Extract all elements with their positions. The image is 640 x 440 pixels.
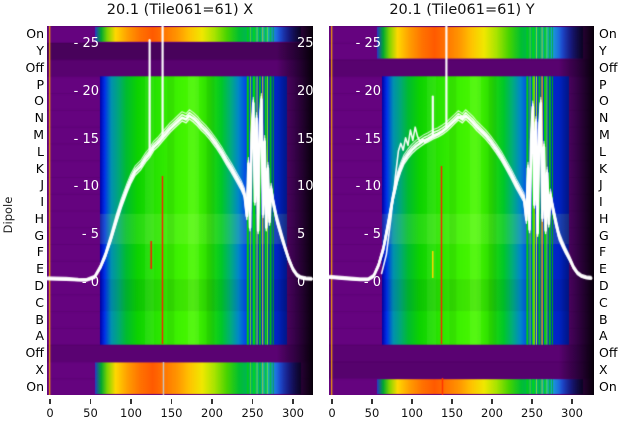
row-label-g-12: G	[599, 227, 609, 243]
x-tick-label-150: 150	[160, 406, 183, 420]
row-label-c-16: C	[599, 294, 608, 310]
row-label-l-7: L	[599, 143, 606, 159]
row-label-p-3: P	[36, 76, 44, 92]
row-label-j-9: J	[40, 177, 44, 193]
row-label-a-18: A	[599, 328, 608, 344]
row-label-x-20: X	[599, 361, 608, 377]
value-tick-left-5: - 5	[363, 227, 381, 243]
row-label-n-5: N	[599, 110, 609, 126]
x-tick-label-0: 0	[46, 406, 54, 420]
x-tick-mark	[371, 399, 373, 404]
row-label-d-15: D	[34, 277, 44, 293]
value-tick-left-0: - 0	[363, 275, 381, 290]
row-labels-right: On Y Off P O N M L K J I H G F E D C B A Off X On	[599, 26, 639, 395]
x-tick-mark	[89, 399, 92, 404]
row-label-h-11: H	[599, 210, 609, 226]
x-tick-label-100: 100	[120, 406, 142, 420]
row-label-x-20: X	[35, 361, 44, 377]
row-label-k-8: K	[599, 160, 608, 176]
row-label-o-4: O	[599, 93, 609, 109]
x-tick-label-100: 100	[401, 406, 423, 420]
value-tick-left-0: - 0	[81, 275, 99, 290]
value-tick-left-20: - 20	[73, 83, 99, 99]
value-tick-left-20: - 20	[355, 83, 381, 99]
row-label-p-3: P	[599, 76, 607, 92]
value-tick-left-10: - 10	[355, 179, 381, 195]
x-tick-mark	[531, 399, 533, 404]
row-label-e-14: E	[36, 261, 44, 277]
row-label-y-1: Y	[599, 43, 607, 59]
x-tick-mark	[170, 399, 173, 404]
row-label-b-17: B	[599, 311, 608, 327]
x-tick-mark	[491, 399, 493, 404]
value-tick-right-0: 0	[297, 275, 306, 290]
x-tick-label-150: 150	[441, 406, 463, 420]
x-tick-mark	[211, 399, 213, 404]
x-tick-mark	[49, 399, 51, 404]
row-label-i-10: I	[599, 194, 603, 210]
value-tick-left-15: - 15	[73, 131, 99, 147]
row-label-on-21: On	[599, 378, 617, 394]
row-label-f-13: F	[599, 244, 607, 260]
row-label-off-2: Off	[599, 59, 618, 75]
row-label-c-16: C	[35, 294, 44, 310]
value-tick-right-20: 20	[297, 83, 313, 99]
value-tick-right-15: 15	[297, 131, 313, 147]
row-label-off-2: Off	[25, 59, 44, 75]
x-tick-mark	[411, 399, 413, 404]
row-label-off-19: Off	[25, 345, 44, 361]
heatmap-panel-y: - 25 - 20 - 15 - 10 - 5 - 0	[329, 26, 594, 395]
row-label-on-21: On	[26, 378, 44, 394]
heatmap-canvas-x	[47, 26, 313, 395]
value-tick-left-25: - 25	[73, 36, 99, 51]
x-tick-label-300: 300	[282, 406, 304, 420]
x-tick-label-250: 250	[521, 406, 543, 420]
row-label-f-13: F	[36, 244, 44, 260]
x-tick-mark	[331, 399, 333, 404]
value-tick-left-10: - 10	[73, 179, 99, 195]
row-label-h-11: H	[34, 210, 44, 226]
row-label-on-0: On	[26, 26, 44, 42]
row-label-a-18: A	[35, 328, 44, 344]
value-tick-left-15: - 15	[355, 131, 381, 147]
value-tick-right-25: 25	[297, 36, 313, 51]
heatmap-canvas-y	[329, 26, 594, 395]
row-label-e-14: E	[599, 261, 607, 277]
row-label-m-6: M	[33, 127, 44, 143]
row-label-m-6: M	[599, 127, 610, 143]
row-label-i-10: I	[40, 194, 44, 210]
x-tick-label-50: 50	[83, 406, 98, 420]
row-label-b-17: B	[35, 311, 44, 327]
panel-y-title: 20.1 (Tile061=61) Y	[389, 2, 535, 18]
x-tick-label-50: 50	[364, 406, 380, 420]
row-label-off-19: Off	[599, 345, 618, 361]
heatmap-panel-x: - 25 25 - 20 20 - 15 15 - 10 10 - 5 5 - 0 0	[47, 26, 313, 395]
x-tick-mark	[571, 399, 573, 404]
x-tick-mark	[451, 399, 453, 404]
row-labels-left: On Y Off P O N M L K J I H G F E D C B A Off X On	[0, 26, 44, 395]
x-tick-label-300: 300	[561, 406, 583, 420]
row-label-k-8: K	[35, 160, 44, 176]
row-label-g-12: G	[34, 227, 44, 243]
row-label-y-1: Y	[36, 43, 44, 59]
row-label-d-15: D	[599, 277, 609, 293]
x-tick-label-200: 200	[201, 406, 223, 420]
x-tick-mark	[292, 399, 294, 404]
row-label-j-9: J	[599, 177, 603, 193]
value-tick-left-5: - 5	[81, 227, 99, 243]
x-tick-mark	[130, 399, 132, 404]
row-label-on-0: On	[599, 26, 617, 42]
value-tick-right-5: 5	[297, 227, 306, 243]
value-tick-left-25: - 25	[355, 36, 381, 51]
x-tick-label-250: 250	[241, 406, 264, 420]
row-label-n-5: N	[34, 110, 44, 126]
x-tick-label-200: 200	[481, 406, 503, 420]
panel-x-title: 20.1 (Tile061=61) X	[106, 2, 254, 18]
x-tick-mark	[251, 399, 254, 404]
x-tick-label-0: 0	[328, 406, 336, 420]
row-label-o-4: O	[34, 93, 44, 109]
value-tick-right-10: 10	[297, 179, 313, 195]
row-label-l-7: L	[37, 143, 44, 159]
